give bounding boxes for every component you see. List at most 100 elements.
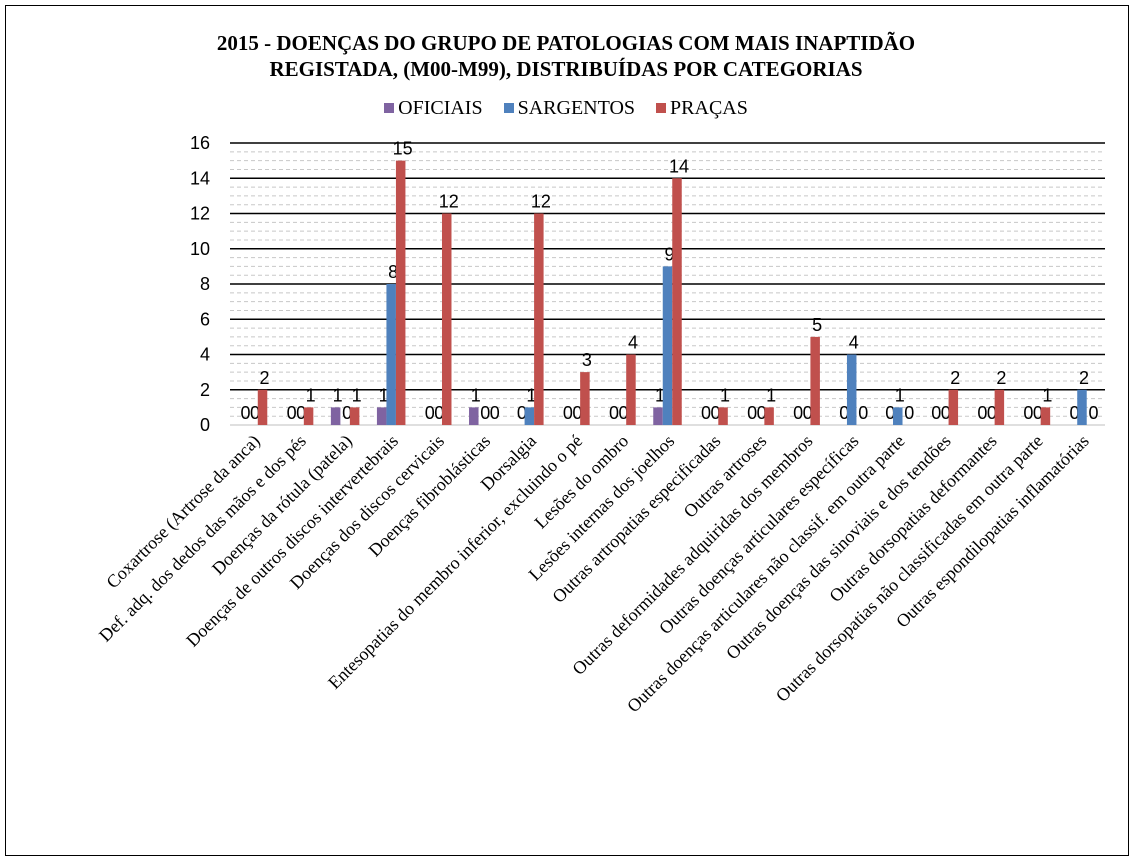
data-label: 0 [803,403,813,423]
bar [386,284,396,425]
data-label: 0 [1088,403,1098,423]
legend-swatch-oficiais [384,103,395,113]
data-label: 1 [895,385,905,405]
chart-title-line-2: REGISTADA, (M00-M99), DISTRIBUÍDAS POR C… [269,57,863,81]
data-label: 0 [931,403,941,423]
data-label: 0 [711,403,721,423]
bar [1077,389,1087,425]
data-label: 0 [1069,403,1079,423]
data-label: 0 [747,403,757,423]
bar [948,389,959,425]
bar [376,407,387,425]
bar [330,407,341,425]
data-label: 0 [941,403,951,423]
bar [810,336,820,425]
y-tick-label: 2 [200,380,210,400]
bar [303,407,314,425]
data-label: 0 [563,403,573,423]
y-tick-label: 8 [200,274,210,294]
bar [893,407,903,425]
chart-legend: OFICIAIS SARGENTOS PRAÇAS [0,97,1132,120]
data-label: 0 [977,403,987,423]
data-label: 0 [241,403,251,423]
data-label: 0 [609,403,619,423]
data-label: 15 [393,139,413,159]
data-label: 0 [480,403,490,423]
chart-frame [5,5,1129,856]
y-tick-label: 16 [190,133,210,153]
bar [534,213,544,425]
data-label: 1 [379,385,389,405]
data-label: 4 [628,333,638,353]
data-label: 0 [490,403,500,423]
data-label: 1 [1042,385,1052,405]
data-label: 14 [669,156,689,176]
data-label: 12 [439,192,459,212]
data-label: 0 [425,403,435,423]
data-label: 0 [1023,403,1033,423]
data-label: 0 [287,403,297,423]
y-tick-label: 12 [190,204,210,224]
x-tick-label: Def. adq. dos dedos das mãos e dos pés [95,431,310,646]
legend-item-sargentos: SARGENTOS [503,97,636,120]
bar [994,389,1005,425]
data-label: 8 [388,262,398,282]
data-label: 1 [720,385,730,405]
bar [846,354,857,425]
data-label: 2 [996,368,1006,388]
bar [626,354,636,425]
data-label: 0 [904,403,914,423]
data-label: 0 [701,403,711,423]
data-label: 9 [664,244,674,264]
data-label: 0 [757,403,767,423]
y-tick-label: 6 [200,309,210,329]
data-label: 4 [849,333,859,353]
bar [395,160,406,425]
data-label: 0 [250,403,260,423]
data-label: 0 [296,403,306,423]
data-label: 0 [434,403,444,423]
bar [1040,407,1051,425]
bar [469,407,479,425]
data-label: 0 [618,403,628,423]
bar [718,407,728,425]
data-label: 0 [987,403,997,423]
data-label: 0 [839,403,849,423]
y-tick-label: 0 [200,415,210,435]
chart-title: 2015 - DOENÇAS DO GRUPO DE PATOLOGIAS CO… [0,30,1132,82]
data-label: 0 [517,403,527,423]
y-tick-label: 14 [190,168,210,188]
data-label: 1 [766,385,776,405]
data-label: 12 [531,192,551,212]
data-label: 1 [526,385,536,405]
y-tick-label: 10 [190,239,210,259]
bar [764,407,774,425]
data-label: 1 [352,385,362,405]
legend-swatch-sargentos [503,103,514,113]
legend-label-sargentos: SARGENTOS [517,97,636,119]
data-label: 1 [333,385,343,405]
bar [524,407,535,425]
bar [580,372,590,425]
legend-item-pracas: PRAÇAS [656,97,748,120]
data-label: 5 [812,315,822,335]
bar [349,407,360,425]
data-label: 1 [471,385,481,405]
chart-title-line-1: 2015 - DOENÇAS DO GRUPO DE PATOLOGIAS CO… [216,31,916,55]
data-label: 0 [793,403,803,423]
data-label: 0 [1033,403,1043,423]
bar [653,407,663,425]
data-label: 2 [1079,368,1089,388]
data-label: 2 [950,368,960,388]
data-label: 0 [342,403,352,423]
data-label: 1 [306,385,316,405]
data-label: 3 [582,350,592,370]
y-tick-label: 4 [200,345,210,365]
legend-label-oficiais: OFICIAIS [398,97,483,119]
data-label: 0 [572,403,582,423]
data-label: 0 [858,403,868,423]
bar [441,213,452,425]
legend-item-oficiais: OFICIAIS [384,97,483,120]
data-label: 2 [260,368,270,388]
